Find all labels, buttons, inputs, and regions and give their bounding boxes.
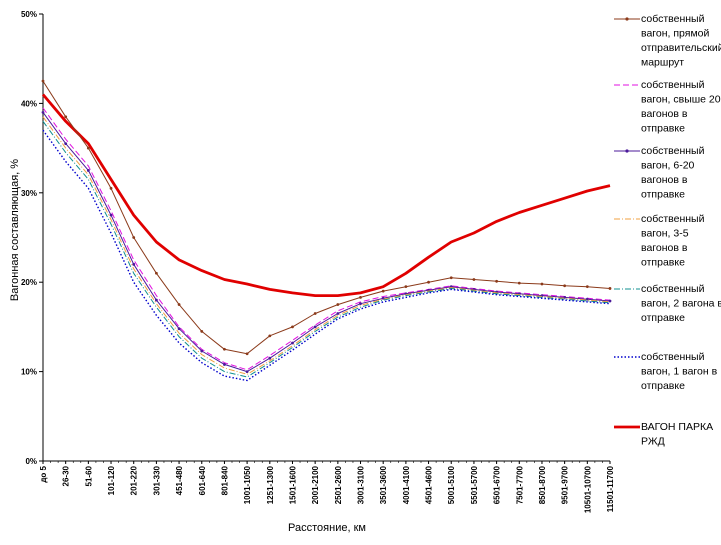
data-point-1 bbox=[404, 285, 408, 289]
data-point-3 bbox=[200, 349, 204, 353]
x-axis-title: Расстояние, км bbox=[288, 522, 366, 534]
data-point-1 bbox=[132, 236, 136, 239]
series-line-5 bbox=[42, 121, 611, 378]
data-point-3 bbox=[336, 312, 340, 315]
data-point-1 bbox=[359, 295, 362, 299]
data-point-1 bbox=[200, 329, 204, 333]
data-point-1 bbox=[540, 282, 544, 286]
x-tick-label: 1251-1300 bbox=[266, 465, 275, 504]
data-point-3 bbox=[132, 262, 136, 266]
x-tick-label: 2001-2100 bbox=[311, 465, 320, 504]
series-line-1 bbox=[42, 80, 611, 355]
data-point-1 bbox=[86, 146, 90, 150]
x-tick-label: 4501-4600 bbox=[425, 465, 434, 504]
x-tick-label: 3001-3100 bbox=[357, 465, 366, 504]
data-point-1 bbox=[495, 279, 498, 283]
legend-label-3: собственный вагон, 6-20 вагонов в отправке bbox=[641, 145, 705, 201]
x-tick-label: 7501-7700 bbox=[515, 465, 524, 504]
data-point-3 bbox=[223, 363, 226, 366]
legend-label-5: собственный вагон, 2 вагона в отправке bbox=[641, 283, 721, 324]
x-tick-label: 26-30 bbox=[62, 465, 71, 486]
data-point-1 bbox=[177, 303, 181, 306]
data-point-1 bbox=[155, 271, 158, 275]
axes: 0% 10% 20% 30% 40% 50% до 5 26-30 51-60 101-120 20… bbox=[21, 10, 615, 513]
x-tick-label: 3501-3600 bbox=[379, 465, 388, 504]
x-tick-label: 8501-8700 bbox=[538, 465, 547, 504]
x-tick-label: 451-480 bbox=[175, 465, 184, 495]
y-tick-label: 40% bbox=[21, 99, 37, 108]
data-point-1 bbox=[313, 312, 317, 315]
data-point-1 bbox=[268, 334, 272, 338]
x-tick-label: 11501-11700 bbox=[606, 465, 615, 512]
x-tick-label: 10501-10700 bbox=[583, 465, 592, 513]
legend: собственный вагон, прямой отправительский м… bbox=[614, 13, 721, 448]
x-tick-label: 9501-9700 bbox=[561, 465, 570, 504]
data-point-1 bbox=[64, 115, 68, 119]
data-point-3 bbox=[64, 142, 68, 146]
data-point-3 bbox=[41, 110, 45, 114]
data-point-3 bbox=[585, 297, 589, 301]
data-point-3 bbox=[268, 356, 272, 360]
series-line-3 bbox=[42, 112, 611, 373]
data-point-1 bbox=[291, 325, 294, 329]
data-point-1 bbox=[563, 284, 567, 288]
x-tick-label: 1001-1050 bbox=[243, 465, 252, 504]
y-tick-label: 50% bbox=[21, 10, 37, 19]
data-point-1 bbox=[381, 289, 385, 293]
x-tick-label: 101-120 bbox=[107, 465, 116, 495]
data-point-3 bbox=[86, 169, 90, 172]
data-point-3 bbox=[313, 325, 317, 329]
x-tick-label: 1501-1600 bbox=[288, 465, 297, 504]
x-tick-label: 301-330 bbox=[152, 465, 161, 495]
plot-area bbox=[41, 79, 612, 382]
y-axis-title: Вагонная составляющая, % bbox=[9, 159, 21, 301]
x-tick-label: до 5 bbox=[39, 465, 48, 482]
legend-marker-3 bbox=[625, 149, 629, 153]
y-tick-label: 30% bbox=[21, 189, 37, 198]
x-tick-label: 601-640 bbox=[198, 465, 207, 495]
x-tick-label: 201-220 bbox=[130, 465, 139, 495]
y-tick-label: 0% bbox=[25, 457, 37, 466]
data-point-1 bbox=[427, 280, 430, 284]
legend-label-6: собственный вагон, 1 вагон в отправке bbox=[641, 351, 718, 392]
legend-label-4: собственный вагон, 3-5 вагонов в отправке bbox=[641, 213, 705, 269]
x-tick-label: 5501-5700 bbox=[470, 465, 479, 504]
legend-marker-1 bbox=[625, 17, 629, 21]
x-tick-label: 51-60 bbox=[84, 465, 93, 486]
legend-label-2: собственный вагон, свыше 20 вагонов в отпра… bbox=[641, 79, 721, 135]
x-tick-label: 4001-4100 bbox=[402, 465, 411, 504]
y-tick-label: 10% bbox=[21, 368, 37, 377]
x-tick-label: 801-840 bbox=[220, 465, 229, 495]
y-tick-label: 20% bbox=[21, 278, 37, 287]
data-point-3 bbox=[109, 213, 113, 217]
x-tick-label: 2501-2600 bbox=[334, 465, 343, 504]
data-point-3 bbox=[291, 341, 294, 345]
data-point-1 bbox=[41, 79, 45, 83]
series-line-7 bbox=[41, 93, 611, 298]
data-point-1 bbox=[336, 303, 340, 306]
data-point-1 bbox=[223, 347, 226, 351]
data-point-3 bbox=[608, 299, 612, 303]
data-point-1 bbox=[585, 285, 589, 289]
x-tick-label: 6501-6700 bbox=[493, 465, 502, 504]
data-point-3 bbox=[245, 370, 249, 373]
data-point-1 bbox=[517, 281, 521, 285]
series-line-4 bbox=[42, 116, 611, 375]
series-line-2 bbox=[42, 107, 611, 371]
data-point-1 bbox=[449, 276, 453, 280]
legend-label-1: собственный вагон, прямой отправительский м… bbox=[641, 13, 721, 69]
data-point-1 bbox=[608, 287, 612, 290]
data-point-1 bbox=[109, 186, 113, 190]
x-tick-label: 5001-5100 bbox=[447, 465, 456, 504]
data-point-3 bbox=[359, 302, 362, 306]
legend-label-7: ВАГОН ПАРКА РЖД bbox=[641, 421, 713, 448]
data-point-3 bbox=[155, 298, 158, 302]
data-point-3 bbox=[177, 327, 181, 331]
data-point-1 bbox=[245, 352, 249, 356]
data-point-1 bbox=[472, 278, 476, 281]
series-line-6 bbox=[42, 129, 611, 382]
